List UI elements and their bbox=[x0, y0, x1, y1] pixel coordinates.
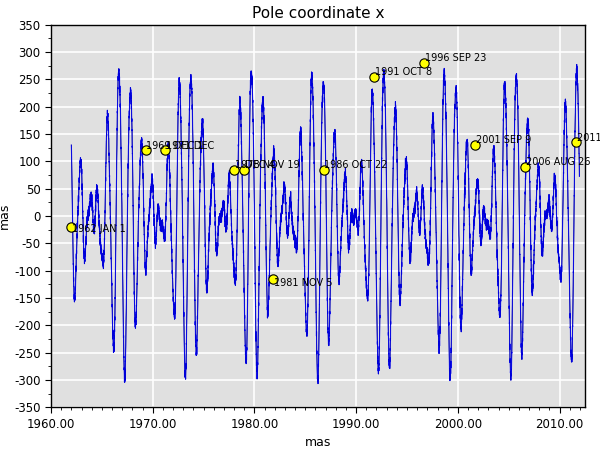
Point bbox=[470, 141, 480, 149]
X-axis label: mas: mas bbox=[305, 436, 331, 449]
Point bbox=[319, 166, 328, 173]
Point bbox=[141, 147, 151, 154]
Point bbox=[419, 59, 429, 67]
Text: DEC 4: DEC 4 bbox=[245, 160, 275, 170]
Point bbox=[229, 166, 239, 173]
Text: 2006 AUG 26: 2006 AUG 26 bbox=[526, 157, 591, 167]
Text: 2001 SEP 9: 2001 SEP 9 bbox=[476, 135, 531, 145]
Text: 1981 NOV 5: 1981 NOV 5 bbox=[274, 279, 332, 288]
Text: 1971 DEC: 1971 DEC bbox=[166, 141, 214, 151]
Point bbox=[521, 163, 530, 171]
Point bbox=[67, 223, 76, 230]
Y-axis label: mas: mas bbox=[0, 203, 11, 229]
Title: Pole coordinate x: Pole coordinate x bbox=[252, 6, 384, 21]
Text: 1962 JAN 1: 1962 JAN 1 bbox=[72, 225, 126, 234]
Text: 1969 DEC 1: 1969 DEC 1 bbox=[146, 141, 204, 151]
Point bbox=[571, 139, 581, 146]
Text: 1996 SEP 23: 1996 SEP 23 bbox=[425, 54, 487, 63]
Point bbox=[239, 166, 249, 173]
Text: 1978 NOV 19: 1978 NOV 19 bbox=[235, 160, 299, 170]
Point bbox=[369, 73, 379, 80]
Text: 1991 OCT 8: 1991 OCT 8 bbox=[375, 67, 432, 77]
Point bbox=[268, 275, 278, 283]
Text: 1986 OCT 22: 1986 OCT 22 bbox=[325, 160, 388, 170]
Point bbox=[160, 147, 170, 154]
Text: 2011 AUG: 2011 AUG bbox=[577, 133, 600, 143]
